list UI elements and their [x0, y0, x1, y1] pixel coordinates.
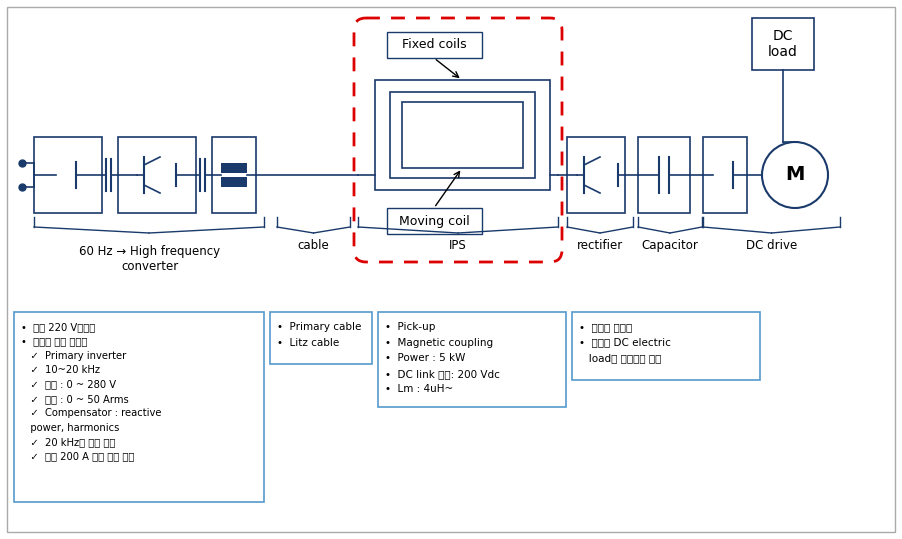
Text: 60 Hz → High frequency
converter: 60 Hz → High frequency converter	[79, 245, 221, 273]
Polygon shape	[154, 183, 160, 193]
Text: M: M	[786, 165, 805, 184]
Bar	[34, 137, 102, 213]
Bar	[752, 18, 814, 70]
Text: •  단상 220 V정류기
•  고주파 전원 인버터
   ✓  Primary inverter
   ✓  10~20 kHz
   ✓  전압 : 0: • 단상 220 V정류기 • 고주파 전원 인버터 ✓ Primary inv…	[21, 322, 161, 461]
Bar	[212, 137, 256, 213]
Bar	[118, 137, 196, 213]
Bar	[375, 80, 550, 190]
Polygon shape	[164, 165, 176, 185]
Text: DC
load: DC load	[769, 29, 798, 59]
Text: •  Pick-up
•  Magnetic coupling
•  Power : 5 kW
•  DC link 전압: 200 Vdc
•  Lm : 4: • Pick-up • Magnetic coupling • Power : …	[385, 322, 500, 395]
Text: Fixed coils: Fixed coils	[402, 38, 467, 52]
Polygon shape	[713, 163, 733, 187]
Text: Moving coil: Moving coil	[399, 215, 470, 227]
Bar	[14, 312, 264, 502]
Text: cable: cable	[297, 239, 329, 252]
Bar	[390, 92, 535, 178]
Bar	[402, 102, 523, 168]
Polygon shape	[56, 163, 76, 187]
Bar	[567, 137, 625, 213]
Text: DC drive: DC drive	[746, 239, 797, 252]
Text: rectifier: rectifier	[577, 239, 623, 252]
Text: •  Primary cable
•  Litz cable: • Primary cable • Litz cable	[277, 322, 362, 348]
Bar	[221, 163, 247, 173]
Bar	[378, 312, 566, 407]
Polygon shape	[606, 165, 618, 185]
Bar	[572, 312, 760, 380]
Circle shape	[762, 142, 828, 208]
Bar	[387, 208, 482, 234]
Bar	[221, 177, 247, 187]
Polygon shape	[594, 183, 600, 193]
Text: IPS: IPS	[449, 239, 467, 252]
Bar	[703, 137, 747, 213]
Bar	[387, 32, 482, 58]
FancyBboxPatch shape	[354, 18, 562, 262]
Bar	[638, 137, 690, 213]
Text: •  공진형 콘버티
•  부하는 DC electric
   load에 연결하여 시험: • 공진형 콘버티 • 부하는 DC electric load에 연결하여 시…	[579, 322, 671, 363]
Bar	[270, 312, 372, 364]
Text: Capacitor: Capacitor	[641, 239, 698, 252]
